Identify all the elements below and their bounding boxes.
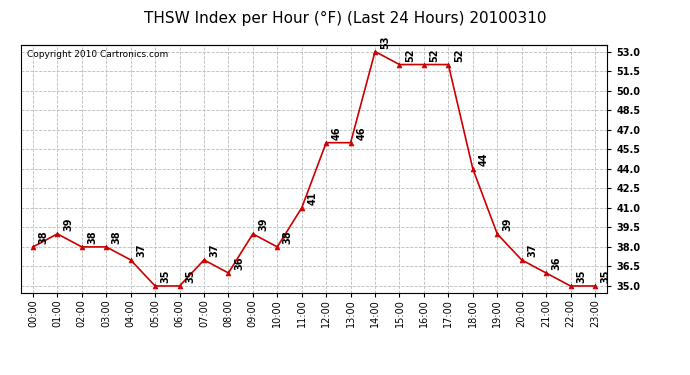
Text: 44: 44 xyxy=(478,153,489,166)
Text: 37: 37 xyxy=(210,244,219,257)
Text: 37: 37 xyxy=(527,244,538,257)
Text: 39: 39 xyxy=(63,217,73,231)
Text: 38: 38 xyxy=(283,231,293,244)
Text: Copyright 2010 Cartronics.com: Copyright 2010 Cartronics.com xyxy=(26,50,168,59)
Text: 35: 35 xyxy=(161,270,170,283)
Text: THSW Index per Hour (°F) (Last 24 Hours) 20100310: THSW Index per Hour (°F) (Last 24 Hours)… xyxy=(144,11,546,26)
Text: 53: 53 xyxy=(381,35,391,49)
Text: 46: 46 xyxy=(332,126,342,140)
Text: 35: 35 xyxy=(185,270,195,283)
Text: 35: 35 xyxy=(576,270,586,283)
Text: 39: 39 xyxy=(503,217,513,231)
Text: 37: 37 xyxy=(136,244,146,257)
Text: 38: 38 xyxy=(39,231,48,244)
Text: 36: 36 xyxy=(552,256,562,270)
Text: 39: 39 xyxy=(259,217,268,231)
Text: 41: 41 xyxy=(307,192,317,205)
Text: 38: 38 xyxy=(112,231,122,244)
Text: 52: 52 xyxy=(454,48,464,62)
Text: 46: 46 xyxy=(356,126,366,140)
Text: 38: 38 xyxy=(88,231,97,244)
Text: 52: 52 xyxy=(429,48,440,62)
Text: 35: 35 xyxy=(600,270,611,283)
Text: 36: 36 xyxy=(234,256,244,270)
Text: 52: 52 xyxy=(405,48,415,62)
